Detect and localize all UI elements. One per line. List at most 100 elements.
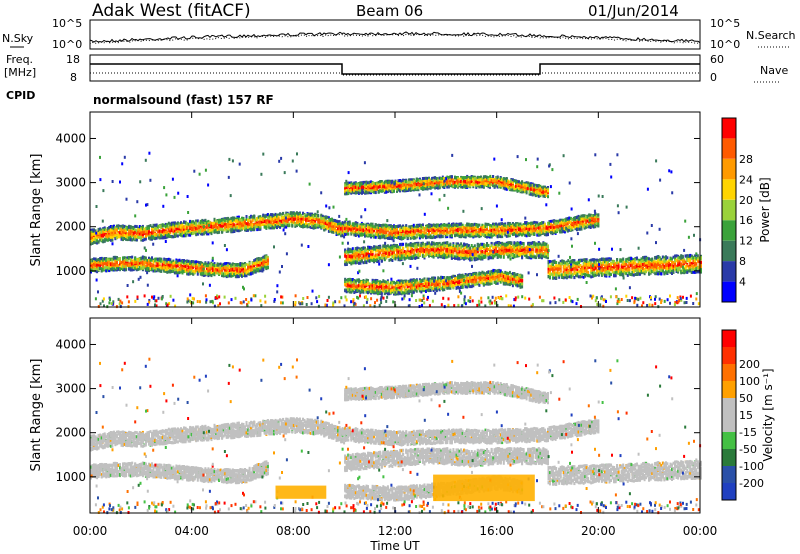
power-cell	[335, 225, 338, 228]
power-cell	[280, 224, 283, 228]
power-cell	[291, 220, 294, 223]
power-cell	[309, 220, 312, 224]
power-cell	[283, 221, 286, 225]
power-cell	[338, 231, 341, 235]
power-cell	[175, 224, 178, 228]
power-cell	[380, 259, 383, 263]
power-cell	[257, 227, 260, 231]
power-cell	[131, 259, 134, 263]
power-heatmap	[90, 151, 702, 309]
power-cell	[250, 227, 253, 231]
power-cell	[340, 222, 343, 226]
power-cell	[108, 258, 111, 262]
power-cell	[199, 221, 202, 225]
power-cell	[169, 234, 172, 238]
power-cell	[338, 229, 341, 233]
power-cell	[266, 216, 269, 220]
power-cell	[144, 237, 147, 241]
power-cell	[335, 231, 338, 235]
power-cell	[108, 232, 111, 236]
power-cell	[184, 221, 187, 225]
power-cell	[201, 271, 204, 275]
power-cell	[132, 261, 135, 265]
power-cell	[125, 226, 128, 230]
power-cell	[163, 229, 166, 232]
power-cell	[213, 224, 216, 228]
power-cell	[176, 230, 179, 233]
power-cell	[192, 224, 195, 228]
power-cell	[338, 227, 341, 231]
power-cell	[125, 228, 128, 232]
power-cell	[138, 266, 141, 270]
power-cell	[135, 265, 138, 269]
power-cell	[137, 267, 140, 271]
power-cell	[312, 226, 315, 230]
power-cell	[123, 259, 126, 263]
power-cell	[151, 264, 153, 268]
power-cell	[300, 214, 303, 218]
power-cell	[337, 227, 339, 231]
power-cell	[175, 271, 178, 275]
power-cell	[302, 211, 304, 215]
power-cell	[221, 222, 224, 225]
power-cell	[237, 217, 240, 221]
power-cell	[233, 219, 236, 223]
power-cell	[120, 224, 123, 228]
power-cell	[90, 240, 92, 244]
power-cell	[196, 227, 199, 231]
power-cell	[285, 225, 288, 229]
power-cell	[134, 260, 137, 264]
freq-panel-frame	[89, 54, 701, 82]
power-cell	[222, 228, 225, 232]
nave-tick-0: 0	[710, 71, 717, 84]
power-cell	[138, 229, 141, 233]
power-cell	[184, 225, 187, 229]
power-cell	[167, 260, 170, 264]
power-cell	[210, 228, 213, 232]
power-cell	[143, 238, 146, 242]
power-cell	[173, 264, 176, 268]
power-cell	[189, 225, 192, 229]
power-cell	[294, 224, 297, 228]
power-cell	[134, 236, 137, 240]
power-cell	[332, 224, 335, 228]
power-cell	[163, 268, 166, 272]
power-cell	[225, 225, 228, 229]
power-cell	[173, 225, 176, 229]
power-cell	[144, 234, 147, 238]
power-cell	[176, 234, 179, 238]
power-cell	[531, 251, 534, 254]
date-title: 01/Jun/2014	[588, 2, 679, 20]
power-cell	[164, 222, 167, 226]
power-cell	[155, 223, 158, 227]
power-cell	[181, 228, 184, 232]
power-cell	[274, 218, 277, 222]
power-cell	[97, 258, 100, 261]
power-cell	[314, 220, 317, 223]
power-cell	[187, 272, 190, 276]
power-cell	[103, 228, 106, 231]
power-cell	[129, 256, 132, 260]
power-cell	[230, 225, 233, 229]
power-cell	[279, 219, 282, 223]
power-cell	[163, 236, 166, 240]
power-cell	[241, 218, 243, 222]
power-cell	[292, 220, 295, 224]
power-cell	[129, 238, 132, 242]
power-cell	[141, 230, 144, 234]
power-cell	[222, 217, 225, 221]
power-cell	[187, 269, 190, 273]
power-cell	[119, 262, 121, 266]
power-cell	[109, 233, 112, 237]
power-cell	[172, 235, 175, 239]
power-cell	[231, 216, 234, 220]
power-cell	[158, 265, 161, 269]
noise-right-tick-top: 10^5	[710, 17, 740, 30]
power-cell	[195, 233, 198, 237]
nave-line	[90, 72, 700, 76]
power-cell	[338, 225, 341, 228]
power-cell	[340, 234, 343, 238]
power-cell	[233, 229, 236, 233]
power-cell	[274, 212, 277, 216]
power-cell	[266, 259, 269, 263]
